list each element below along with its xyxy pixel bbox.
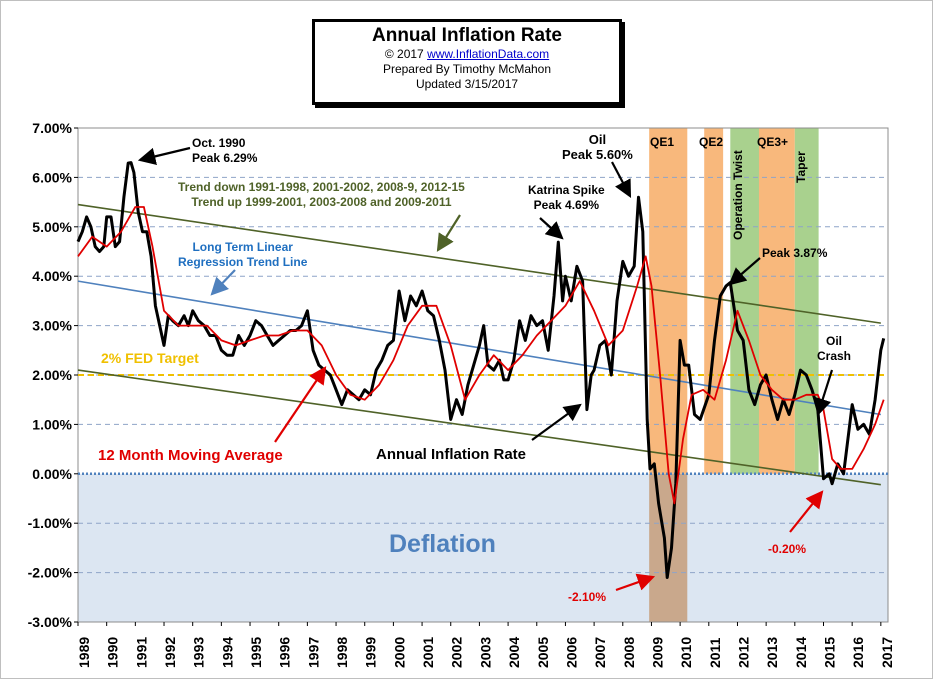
site-link[interactable]: www.InflationData.com bbox=[427, 47, 550, 61]
x-tick-label: 1996 bbox=[277, 637, 293, 668]
y-tick-label: -1.00% bbox=[28, 515, 73, 531]
x-tick-label: 2013 bbox=[764, 637, 780, 668]
annual-inflation-line bbox=[76, 161, 886, 579]
qe1-label: QE1 bbox=[650, 135, 675, 149]
x-tick-label: 1995 bbox=[248, 637, 264, 668]
regression-annotation: Long Term Linear Regression Trend Line bbox=[178, 240, 307, 270]
qe3-label: QE3+ bbox=[757, 135, 789, 149]
regression-line1: Long Term Linear bbox=[192, 240, 293, 254]
upper-channel-line bbox=[77, 203, 881, 324]
x-tick-label: 1994 bbox=[219, 637, 235, 668]
arrow-oil-crash bbox=[814, 369, 834, 417]
moving-average-label: 12 Month Moving Average bbox=[98, 447, 283, 464]
katrina-annotation: Katrina Spike Peak 4.69% bbox=[528, 183, 605, 213]
crisis-band bbox=[649, 473, 688, 622]
moving-average-line bbox=[77, 206, 885, 505]
oil-crash-line1: Oil bbox=[826, 334, 843, 348]
x-tick-label: 1990 bbox=[105, 637, 121, 668]
low-210-label: -2.10% bbox=[568, 590, 607, 604]
low-020-label: -0.20% bbox=[768, 542, 807, 556]
y-tick-label: -3.00% bbox=[28, 614, 73, 630]
x-tick-label: 1993 bbox=[191, 637, 207, 668]
x-tick-label: 2015 bbox=[821, 637, 837, 668]
trend-annotation: Trend down 1991-1998, 2001-2002, 2008-9,… bbox=[178, 180, 465, 210]
oil-annotation: Oil Peak 5.60% bbox=[562, 132, 633, 162]
x-tick-label: 2012 bbox=[735, 637, 751, 668]
oil-crash-annotation: Oil Crash bbox=[817, 334, 851, 364]
y-tick-label: -2.00% bbox=[28, 565, 73, 581]
x-tick-label: 2016 bbox=[850, 637, 866, 668]
x-tick-label: 1999 bbox=[363, 637, 379, 668]
y-tick-label: 6.00% bbox=[32, 169, 72, 185]
band-qe3- bbox=[758, 128, 795, 474]
qe2-label: QE2 bbox=[699, 135, 724, 149]
x-tick-label: 1997 bbox=[305, 637, 321, 668]
x-tick-label: 2004 bbox=[506, 637, 522, 668]
oct1990-annotation: Oct. 1990 Peak 6.29% bbox=[192, 136, 257, 166]
annual-rate-label: Annual Inflation Rate bbox=[376, 446, 526, 463]
trend-line1: Trend down 1991-1998, 2001-2002, 2008-9,… bbox=[178, 180, 465, 194]
prepared-by: Prepared By Timothy McMahon bbox=[382, 62, 552, 76]
arrow-moving-average bbox=[274, 366, 327, 443]
deflation-label: Deflation bbox=[389, 530, 496, 558]
copyright-text: © 2017 bbox=[384, 47, 424, 61]
y-tick-label: 3.00% bbox=[32, 318, 72, 334]
band-operation-twist bbox=[730, 128, 764, 474]
arrow-low-210 bbox=[615, 573, 656, 592]
updated-date: Updated 3/15/2017 bbox=[415, 77, 519, 91]
oil-crash-line2: Crash bbox=[817, 349, 852, 363]
arrow-regression bbox=[210, 269, 236, 296]
x-tick-label: 2007 bbox=[592, 637, 608, 668]
deflation-area bbox=[78, 473, 888, 622]
arrow-katrina bbox=[539, 217, 564, 240]
arrow-peak387 bbox=[728, 257, 761, 286]
oct1990-line2: Peak 6.29% bbox=[192, 151, 258, 165]
arrow-annual-rate bbox=[531, 403, 582, 441]
oil-line1: Oil bbox=[588, 132, 607, 147]
x-tick-label: 2010 bbox=[678, 637, 694, 668]
x-tick-label: 1989 bbox=[76, 637, 92, 668]
katrina-line2: Peak 4.69% bbox=[533, 198, 600, 212]
x-tick-label: 2011 bbox=[707, 637, 723, 668]
peak387-label: Peak 3.87% bbox=[762, 246, 828, 260]
chart-title: Annual Inflation Rate bbox=[372, 25, 562, 46]
x-tick-label: 2014 bbox=[793, 637, 809, 668]
y-tick-label: 2.00% bbox=[32, 367, 72, 383]
x-tick-label: 2000 bbox=[391, 637, 407, 668]
x-tick-label: 2017 bbox=[879, 637, 895, 668]
y-tick-label: 7.00% bbox=[32, 120, 72, 136]
band-qe1 bbox=[649, 128, 688, 474]
copyright-line: © 2017 www.InflationData.com bbox=[315, 47, 619, 62]
arrow-trend bbox=[436, 214, 461, 252]
oct1990-line1: Oct. 1990 bbox=[192, 136, 246, 150]
arrow-oil bbox=[611, 161, 632, 198]
x-tick-label: 2009 bbox=[649, 637, 665, 668]
lower-channel-line bbox=[77, 369, 881, 486]
y-tick-label: 4.00% bbox=[32, 268, 72, 284]
x-tick-label: 2001 bbox=[420, 637, 436, 668]
x-tick-label: 2003 bbox=[477, 637, 493, 668]
x-tick-label: 1991 bbox=[133, 637, 149, 668]
regression-line2: Regression Trend Line bbox=[178, 255, 308, 269]
katrina-line1: Katrina Spike bbox=[528, 183, 605, 197]
y-tick-label: 5.00% bbox=[32, 219, 72, 235]
oil-line2: Peak 5.60% bbox=[562, 147, 633, 162]
arrow-oct1990 bbox=[137, 146, 191, 165]
operation-twist-label: Operation Twist bbox=[731, 150, 745, 240]
x-tick-label: 1992 bbox=[162, 637, 178, 668]
x-tick-label: 1998 bbox=[334, 637, 350, 668]
x-tick-label: 2008 bbox=[621, 637, 637, 668]
trend-line2: Trend up 1999-2001, 2003-2008 and 2009-2… bbox=[191, 195, 452, 209]
x-tick-label: 2006 bbox=[563, 637, 579, 668]
x-tick-label: 2002 bbox=[449, 637, 465, 668]
y-tick-label: 1.00% bbox=[32, 416, 72, 432]
title-box: Annual Inflation Rate © 2017 www.Inflati… bbox=[312, 19, 622, 105]
fed-target-label: 2% FED Target bbox=[101, 350, 199, 366]
x-tick-label: 2005 bbox=[535, 637, 551, 668]
taper-label: Taper bbox=[794, 151, 808, 183]
arrow-low-020 bbox=[789, 490, 824, 533]
y-tick-label: 0.00% bbox=[32, 466, 72, 482]
